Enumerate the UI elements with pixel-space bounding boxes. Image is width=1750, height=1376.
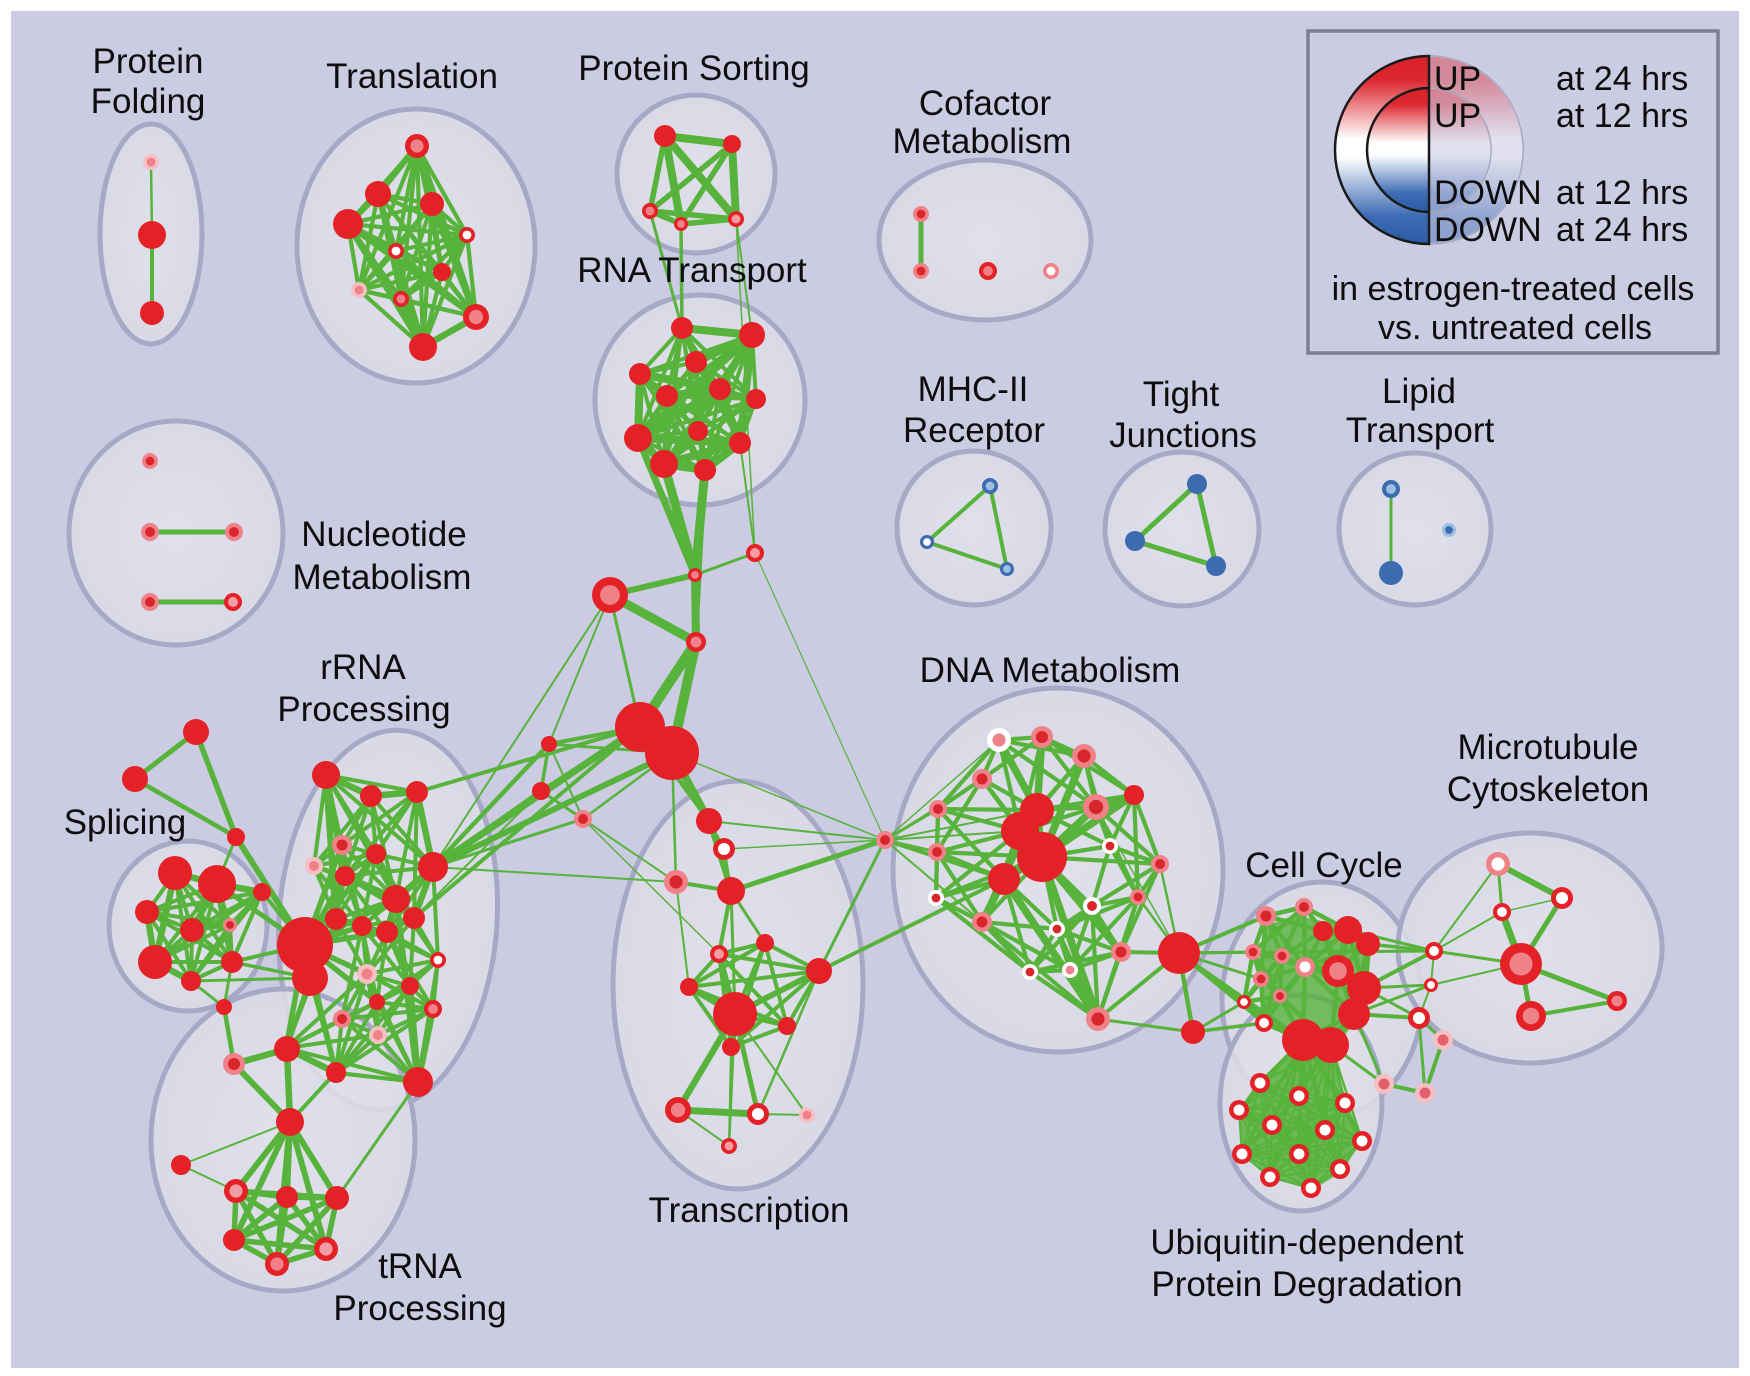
svg-text:Microtubule: Microtubule bbox=[1458, 728, 1639, 767]
svg-text:Transport: Transport bbox=[1346, 411, 1495, 450]
svg-text:at 24 hrs: at 24 hrs bbox=[1556, 211, 1688, 249]
svg-text:tRNA: tRNA bbox=[378, 1247, 462, 1286]
svg-text:rRNA: rRNA bbox=[320, 648, 406, 687]
svg-text:Translation: Translation bbox=[326, 57, 498, 96]
svg-text:UP: UP bbox=[1434, 60, 1481, 98]
svg-text:Junctions: Junctions bbox=[1109, 416, 1257, 455]
svg-text:Ubiquitin-dependent: Ubiquitin-dependent bbox=[1150, 1223, 1464, 1262]
svg-text:Processing: Processing bbox=[333, 1289, 506, 1328]
svg-text:DOWN: DOWN bbox=[1434, 174, 1542, 212]
svg-text:at 24 hrs: at 24 hrs bbox=[1556, 60, 1688, 98]
svg-text:DOWN: DOWN bbox=[1434, 211, 1542, 249]
svg-text:vs. untreated cells: vs. untreated cells bbox=[1378, 309, 1652, 347]
svg-text:at 12 hrs: at 12 hrs bbox=[1556, 97, 1688, 135]
svg-text:in estrogen-treated cells: in estrogen-treated cells bbox=[1332, 270, 1695, 308]
svg-text:Metabolism: Metabolism bbox=[893, 122, 1072, 161]
svg-text:Metabolism: Metabolism bbox=[293, 558, 472, 597]
svg-text:Cofactor: Cofactor bbox=[919, 84, 1052, 123]
svg-text:UP: UP bbox=[1434, 97, 1481, 135]
svg-text:Nucleotide: Nucleotide bbox=[301, 515, 466, 554]
svg-text:Lipid: Lipid bbox=[1382, 372, 1456, 411]
svg-text:Transcription: Transcription bbox=[649, 1191, 850, 1230]
svg-text:Receptor: Receptor bbox=[903, 411, 1045, 450]
svg-text:Cell Cycle: Cell Cycle bbox=[1245, 846, 1403, 885]
svg-text:Cytoskeleton: Cytoskeleton bbox=[1447, 770, 1649, 809]
svg-text:at 12 hrs: at 12 hrs bbox=[1556, 174, 1688, 212]
svg-text:RNA Transport: RNA Transport bbox=[577, 251, 807, 290]
svg-text:Splicing: Splicing bbox=[64, 803, 187, 842]
svg-text:MHC-II: MHC-II bbox=[918, 370, 1029, 409]
svg-text:Protein Degradation: Protein Degradation bbox=[1151, 1265, 1462, 1304]
svg-text:Protein Sorting: Protein Sorting bbox=[578, 49, 810, 88]
svg-text:Processing: Processing bbox=[277, 690, 450, 729]
svg-text:Folding: Folding bbox=[91, 82, 206, 121]
svg-text:Protein: Protein bbox=[93, 42, 204, 81]
svg-text:DNA Metabolism: DNA Metabolism bbox=[920, 651, 1181, 690]
svg-text:Tight: Tight bbox=[1143, 375, 1220, 414]
